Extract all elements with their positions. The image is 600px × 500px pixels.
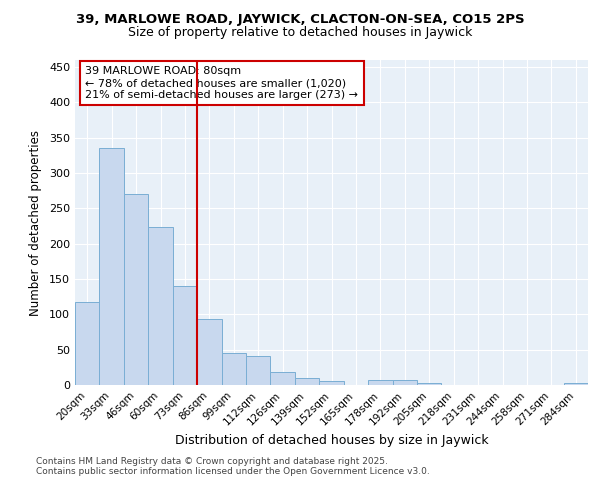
Bar — [100, 148, 124, 385]
Bar — [197, 318, 221, 385]
Bar — [392, 380, 417, 385]
Text: Contains public sector information licensed under the Open Government Licence v3: Contains public sector information licen… — [36, 468, 430, 476]
Text: 39 MARLOWE ROAD: 80sqm
← 78% of detached houses are smaller (1,020)
21% of semi-: 39 MARLOWE ROAD: 80sqm ← 78% of detached… — [85, 66, 358, 100]
Bar — [563, 383, 588, 385]
Text: Size of property relative to detached houses in Jaywick: Size of property relative to detached ho… — [128, 26, 472, 39]
Y-axis label: Number of detached properties: Number of detached properties — [29, 130, 42, 316]
Bar — [368, 380, 392, 385]
Bar — [319, 381, 344, 385]
Bar — [417, 383, 442, 385]
X-axis label: Distribution of detached houses by size in Jaywick: Distribution of detached houses by size … — [175, 434, 488, 446]
Bar — [173, 286, 197, 385]
Bar — [221, 352, 246, 385]
Bar — [124, 194, 148, 385]
Text: Contains HM Land Registry data © Crown copyright and database right 2025.: Contains HM Land Registry data © Crown c… — [36, 458, 388, 466]
Bar — [246, 356, 271, 385]
Bar — [271, 372, 295, 385]
Bar — [295, 378, 319, 385]
Text: 39, MARLOWE ROAD, JAYWICK, CLACTON-ON-SEA, CO15 2PS: 39, MARLOWE ROAD, JAYWICK, CLACTON-ON-SE… — [76, 12, 524, 26]
Bar — [75, 302, 100, 385]
Bar — [148, 226, 173, 385]
